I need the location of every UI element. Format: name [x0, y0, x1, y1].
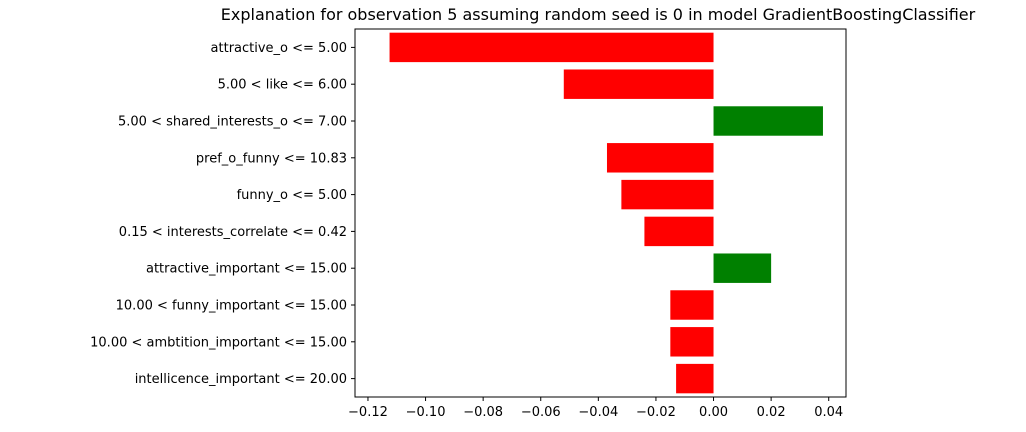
- x-tick-label: 0.00: [699, 405, 728, 420]
- bar-7: [670, 290, 714, 320]
- chart-title: Explanation for observation 5 assuming r…: [221, 5, 976, 24]
- x-tick-label: −0.10: [406, 405, 446, 420]
- category-label: pref_o_funny <= 10.83: [196, 151, 347, 166]
- bar-6: [713, 253, 772, 283]
- category-label: funny_o <= 5.00: [237, 188, 347, 203]
- bar-2: [713, 106, 823, 136]
- plot-frame: [354, 28, 847, 398]
- x-axis-ticks-group: −0.12 −0.10 −0.08 −0.06 −0.04 −0.02 0.00 0.02 0.…: [348, 397, 843, 420]
- bar-0: [389, 32, 714, 63]
- category-label: 5.00 < like <= 6.00: [218, 78, 347, 93]
- x-tick-label: 0.02: [757, 405, 786, 420]
- x-tick-label: 0.04: [814, 405, 843, 420]
- bar-1: [563, 69, 714, 99]
- x-tick-label: −0.08: [463, 405, 503, 420]
- x-tick-label: −0.02: [636, 405, 676, 420]
- category-label: attractive_important <= 15.00: [146, 262, 347, 277]
- bars-group: [389, 32, 823, 394]
- category-label: intellicence_important <= 20.00: [135, 372, 347, 387]
- category-label: 0.15 < interests_correlate <= 0.42: [119, 225, 347, 240]
- x-tick-label: −0.12: [348, 405, 388, 420]
- bar-8: [670, 327, 714, 357]
- bar-4: [621, 179, 714, 210]
- bar-5: [644, 216, 714, 247]
- category-label: 10.00 < ambtition_important <= 15.00: [90, 335, 347, 350]
- x-tick-label: −0.06: [521, 405, 561, 420]
- category-labels-group: attractive_o <= 5.00 5.00 < like <= 6.00 5…: [90, 41, 355, 387]
- bar-3: [606, 143, 714, 173]
- bar-9: [676, 363, 714, 394]
- category-label: 10.00 < funny_important <= 15.00: [116, 299, 347, 314]
- category-label: 5.00 < shared_interests_o <= 7.00: [118, 115, 347, 130]
- x-tick-label: −0.04: [578, 405, 618, 420]
- category-label: attractive_o <= 5.00: [211, 41, 347, 56]
